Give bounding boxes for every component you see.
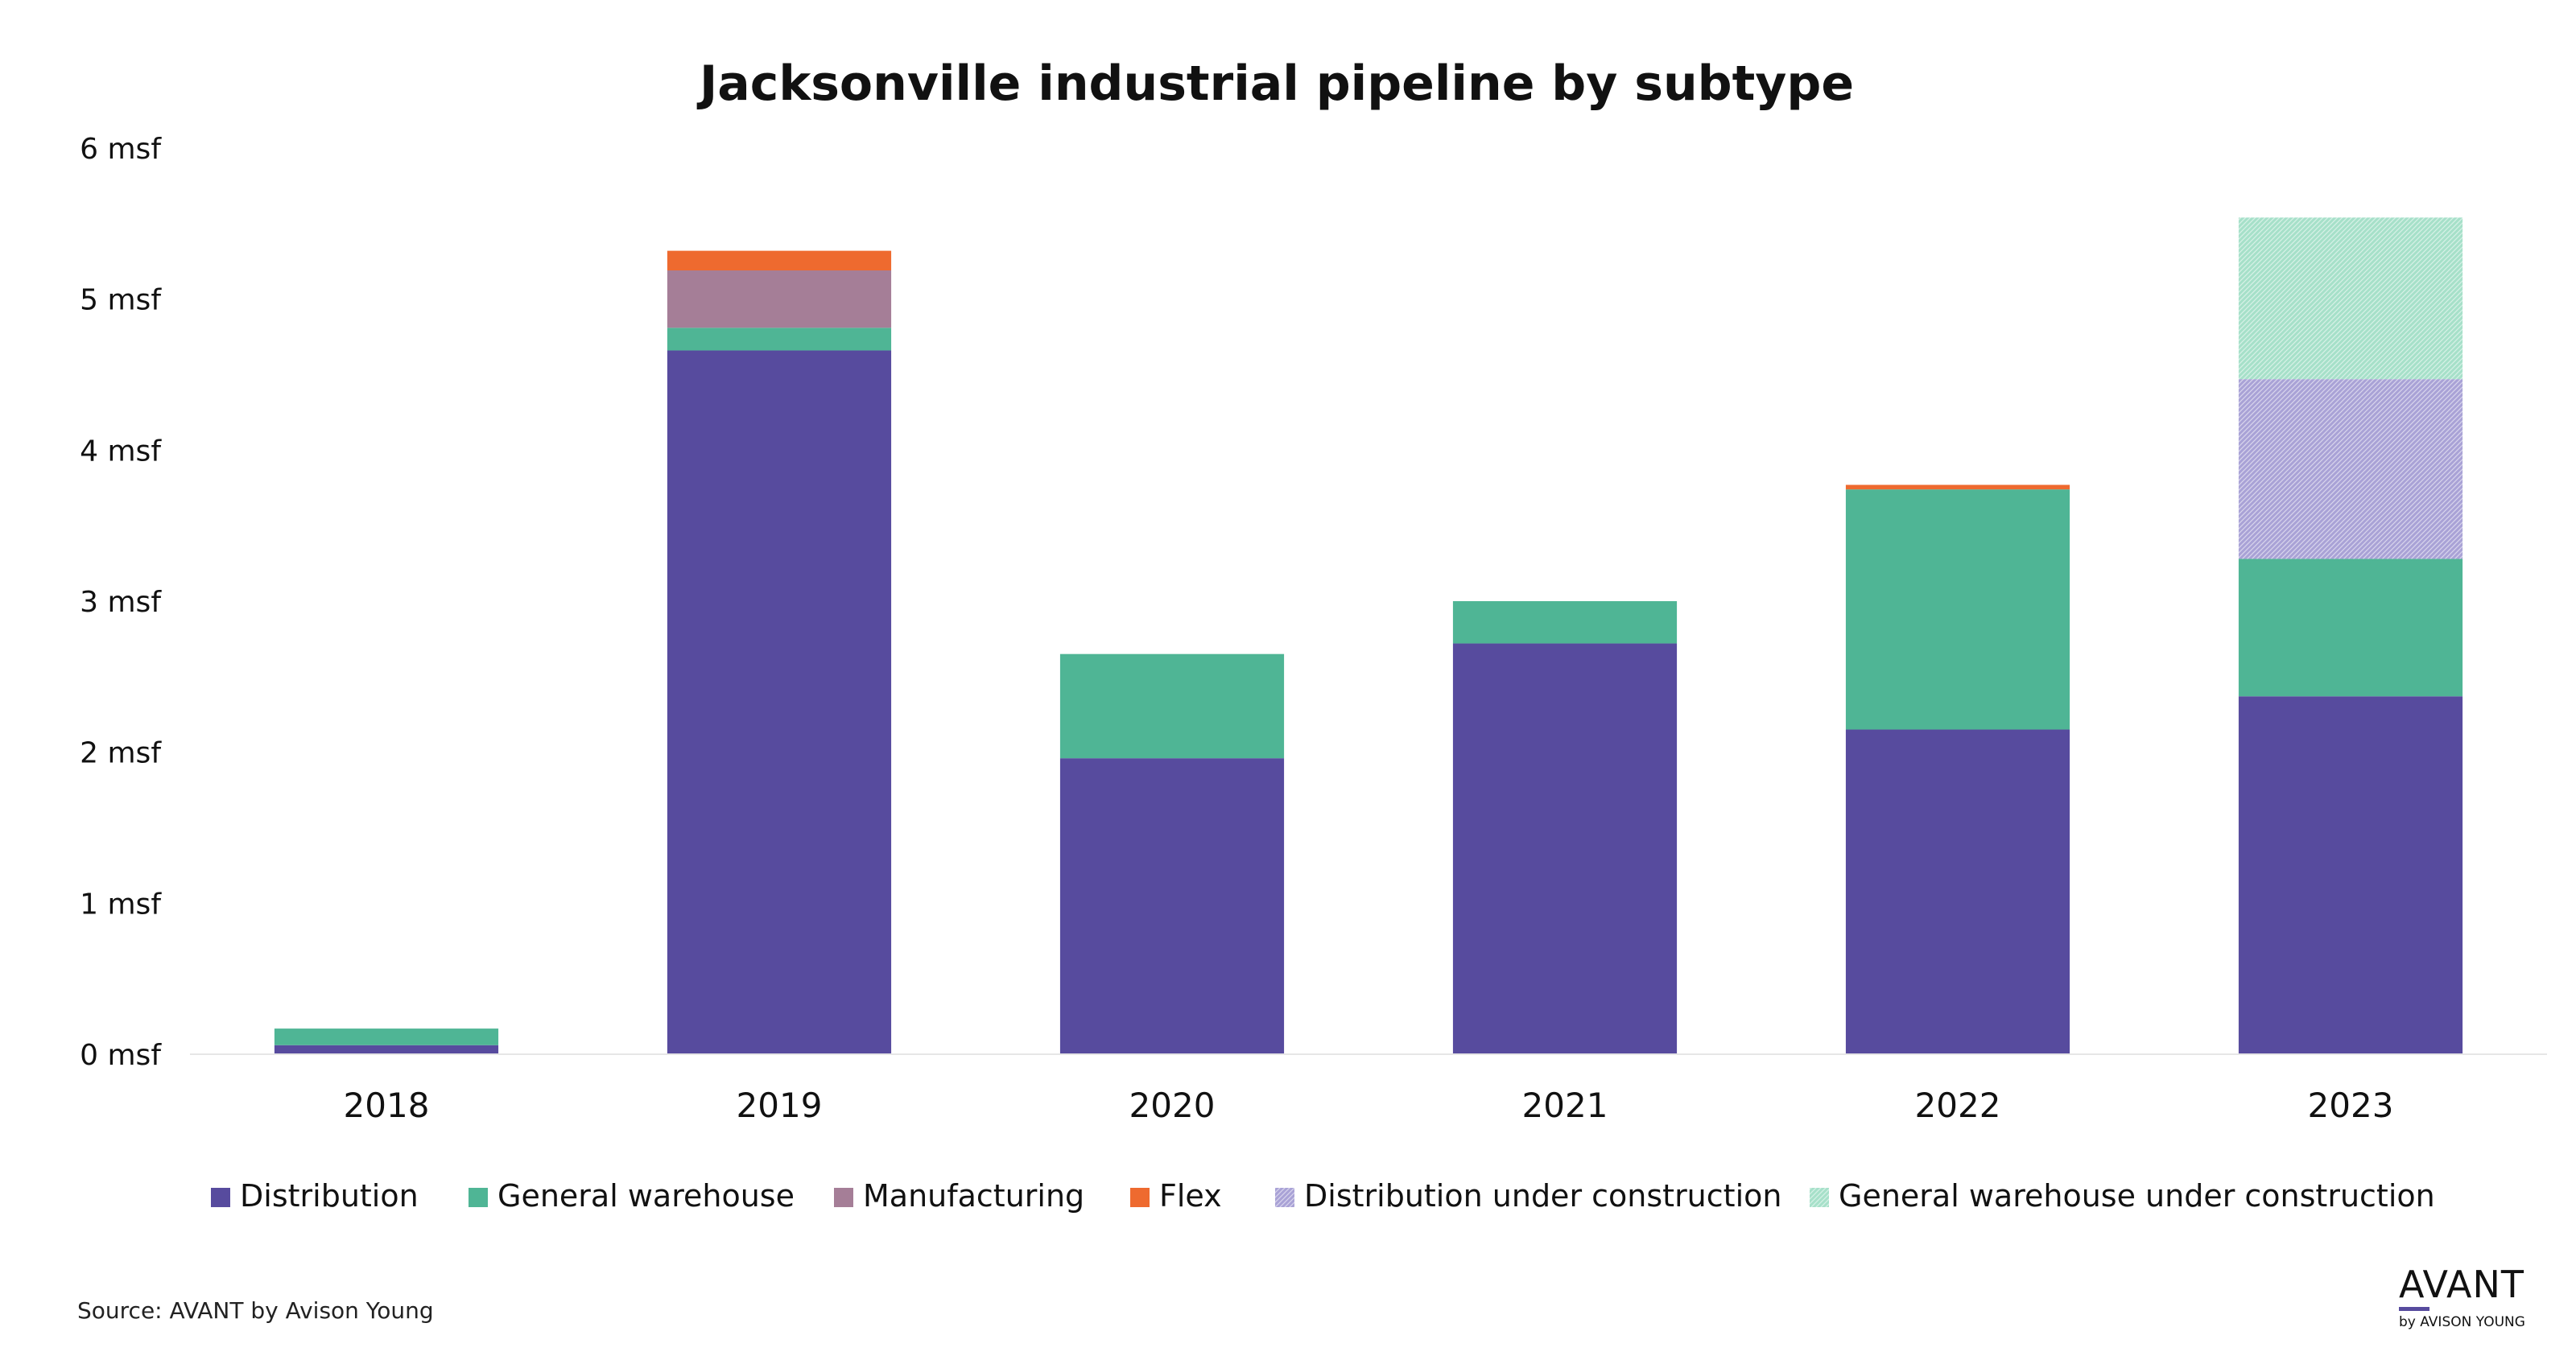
x-tick-label: 2019 bbox=[737, 1086, 823, 1125]
logo-wordmark: AVANT bbox=[2399, 1263, 2525, 1306]
y-tick-label: 0 msf bbox=[80, 1039, 162, 1072]
bar-segment-2020-general-warehouse bbox=[1059, 653, 1285, 759]
legend-label: General warehouse bbox=[497, 1178, 795, 1214]
bar-segment-2019-flex bbox=[667, 250, 892, 271]
x-tick-label: 2021 bbox=[1522, 1086, 1608, 1125]
legend-label: General warehouse under construction bbox=[1839, 1178, 2435, 1214]
bar-segment-2019-manufacturing bbox=[667, 270, 892, 328]
bar-segment-2018-distribution bbox=[274, 1045, 499, 1054]
x-tick-label: 2020 bbox=[1129, 1086, 1216, 1125]
legend-swatch bbox=[469, 1188, 488, 1207]
bar-segment-2023-distribution-under-construction bbox=[2238, 379, 2463, 559]
bar-segment-2023-general-warehouse bbox=[2238, 559, 2463, 697]
bar-segment-2020-distribution bbox=[1059, 758, 1285, 1054]
bar-segment-2022-distribution bbox=[1845, 729, 2070, 1054]
x-tick-label: 2018 bbox=[344, 1086, 430, 1125]
avant-logo: AVANT by AVISON YOUNG bbox=[2399, 1263, 2536, 1330]
y-tick-label: 4 msf bbox=[80, 435, 162, 468]
bar-segment-2023-general-warehouse-under-construction bbox=[2238, 217, 2463, 380]
bar-segment-2022-general-warehouse bbox=[1845, 489, 2070, 730]
source-note: Source: AVANT by Avison Young bbox=[77, 1297, 434, 1324]
bar-segment-2019-general-warehouse bbox=[667, 328, 892, 351]
legend-label: Distribution under construction bbox=[1304, 1178, 1781, 1214]
x-tick-label: 2023 bbox=[2308, 1086, 2394, 1125]
legend: Distribution General warehouse Manufacturi… bbox=[211, 1178, 2435, 1214]
y-tick-label: 6 msf bbox=[80, 133, 162, 166]
x-tick-label: 2022 bbox=[1915, 1086, 2001, 1125]
legend-swatch bbox=[1275, 1188, 1294, 1207]
bar-segment-2021-distribution bbox=[1452, 643, 1678, 1054]
bars bbox=[274, 217, 2463, 1054]
y-tick-label: 1 msf bbox=[80, 888, 162, 921]
chart-title: Jacksonville industrial pipeline by subt… bbox=[696, 56, 1854, 112]
y-tick-label: 2 msf bbox=[80, 737, 162, 770]
legend-swatch bbox=[834, 1188, 853, 1207]
bar-segment-2022-flex bbox=[1845, 484, 2070, 490]
bar-segment-2019-distribution bbox=[667, 350, 892, 1054]
bar-segment-2023-distribution bbox=[2238, 696, 2463, 1054]
legend-label: Distribution bbox=[240, 1178, 419, 1214]
y-tick-label: 3 msf bbox=[80, 586, 162, 619]
logo-accent-bar bbox=[2399, 1307, 2429, 1311]
y-axis: 0 msf 1 msf 2 msf 3 msf 4 msf 5 msf 6 msf bbox=[80, 133, 162, 1072]
logo-subtitle: by AVISON YOUNG bbox=[2399, 1314, 2525, 1330]
legend-swatch bbox=[1130, 1188, 1150, 1207]
bar-segment-2018-general-warehouse bbox=[274, 1028, 499, 1045]
bar-segment-2021-general-warehouse bbox=[1452, 601, 1678, 644]
x-axis: 2018 2019 2020 2021 2022 2023 bbox=[344, 1086, 2394, 1125]
legend-label: Manufacturing bbox=[863, 1178, 1084, 1214]
legend-swatch bbox=[1810, 1188, 1829, 1207]
y-tick-label: 5 msf bbox=[80, 284, 162, 317]
legend-label: Flex bbox=[1159, 1178, 1222, 1214]
legend-swatch bbox=[211, 1188, 230, 1207]
